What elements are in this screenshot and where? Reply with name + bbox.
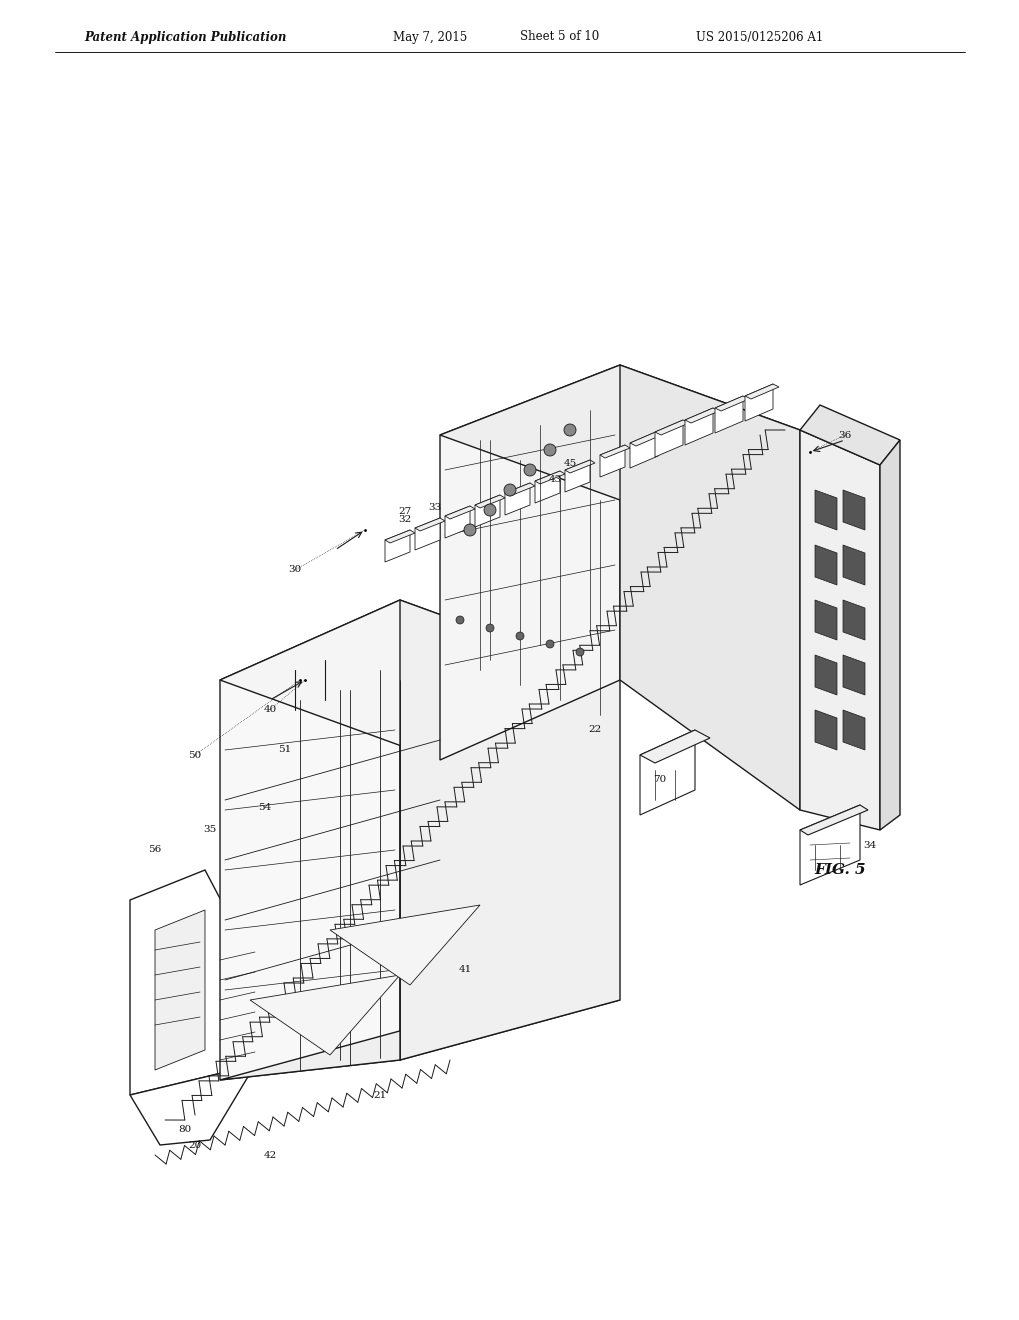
Circle shape [576,648,584,656]
Polygon shape [384,531,415,543]
Polygon shape [685,408,712,445]
Polygon shape [630,432,657,469]
Text: 34: 34 [862,841,875,850]
Text: 20: 20 [189,1140,202,1150]
Polygon shape [220,1001,620,1080]
Polygon shape [565,459,594,473]
Polygon shape [599,445,630,458]
Polygon shape [714,396,742,433]
Ellipse shape [290,686,329,734]
Polygon shape [842,601,864,640]
Text: 54: 54 [258,804,271,813]
Text: 32: 32 [398,516,412,524]
Text: 56: 56 [148,846,161,854]
Polygon shape [639,730,709,763]
Polygon shape [504,483,530,515]
Circle shape [464,524,476,536]
Circle shape [564,424,576,436]
Polygon shape [399,601,620,1060]
Text: 41: 41 [458,965,471,974]
Text: US 2015/0125206 A1: US 2015/0125206 A1 [696,30,822,44]
Text: Patent Application Publication: Patent Application Publication [84,30,286,44]
Text: May 7, 2015: May 7, 2015 [392,30,467,44]
Circle shape [545,640,553,648]
Polygon shape [250,975,399,1055]
Text: 42: 42 [263,1151,276,1159]
Text: 30: 30 [288,565,302,574]
Polygon shape [599,445,625,477]
Circle shape [516,632,524,640]
Polygon shape [620,366,799,810]
Text: Sheet 5 of 10: Sheet 5 of 10 [520,30,599,44]
Polygon shape [744,384,779,399]
Polygon shape [504,483,535,496]
Text: 40: 40 [263,705,276,714]
Polygon shape [842,545,864,585]
Polygon shape [415,517,439,550]
Text: 27: 27 [398,507,412,516]
Text: 45: 45 [562,458,576,467]
Polygon shape [444,506,470,539]
Polygon shape [814,601,837,640]
Circle shape [484,504,495,516]
Text: FIG. 5: FIG. 5 [813,863,865,876]
Text: 22: 22 [588,726,601,734]
Circle shape [543,444,555,455]
Polygon shape [639,730,694,814]
Polygon shape [814,545,837,585]
Ellipse shape [290,647,329,693]
Polygon shape [475,495,499,527]
Text: 80: 80 [178,1126,192,1134]
Circle shape [485,624,493,632]
Polygon shape [744,384,772,421]
Polygon shape [129,1065,255,1144]
Polygon shape [535,471,565,484]
Polygon shape [799,805,859,884]
Polygon shape [155,909,205,1071]
Polygon shape [330,906,480,985]
Polygon shape [879,440,899,830]
Polygon shape [129,870,255,1096]
Text: 51: 51 [278,746,291,755]
Circle shape [455,616,464,624]
Polygon shape [565,459,589,492]
Polygon shape [415,517,444,531]
Polygon shape [814,710,837,750]
Polygon shape [842,655,864,696]
Polygon shape [630,432,663,446]
Polygon shape [842,710,864,750]
Polygon shape [842,490,864,531]
Polygon shape [654,420,688,436]
Text: 36: 36 [838,430,851,440]
Polygon shape [384,531,410,562]
Polygon shape [535,471,559,503]
Circle shape [524,465,535,477]
Polygon shape [444,506,475,519]
Polygon shape [799,430,879,830]
Polygon shape [220,601,399,1080]
Polygon shape [220,601,620,760]
Polygon shape [814,490,837,531]
Text: 43: 43 [548,475,561,484]
Polygon shape [799,405,899,465]
Polygon shape [654,420,683,457]
Polygon shape [475,495,504,508]
Polygon shape [439,366,799,500]
Polygon shape [439,366,620,760]
Text: 70: 70 [653,776,666,784]
Polygon shape [814,655,837,696]
Polygon shape [799,805,867,836]
Polygon shape [714,396,748,411]
Text: 50: 50 [189,751,202,759]
Text: 33: 33 [428,503,441,512]
Polygon shape [685,408,718,422]
Text: 21: 21 [373,1090,386,1100]
Text: 35: 35 [203,825,216,834]
Circle shape [503,484,516,496]
